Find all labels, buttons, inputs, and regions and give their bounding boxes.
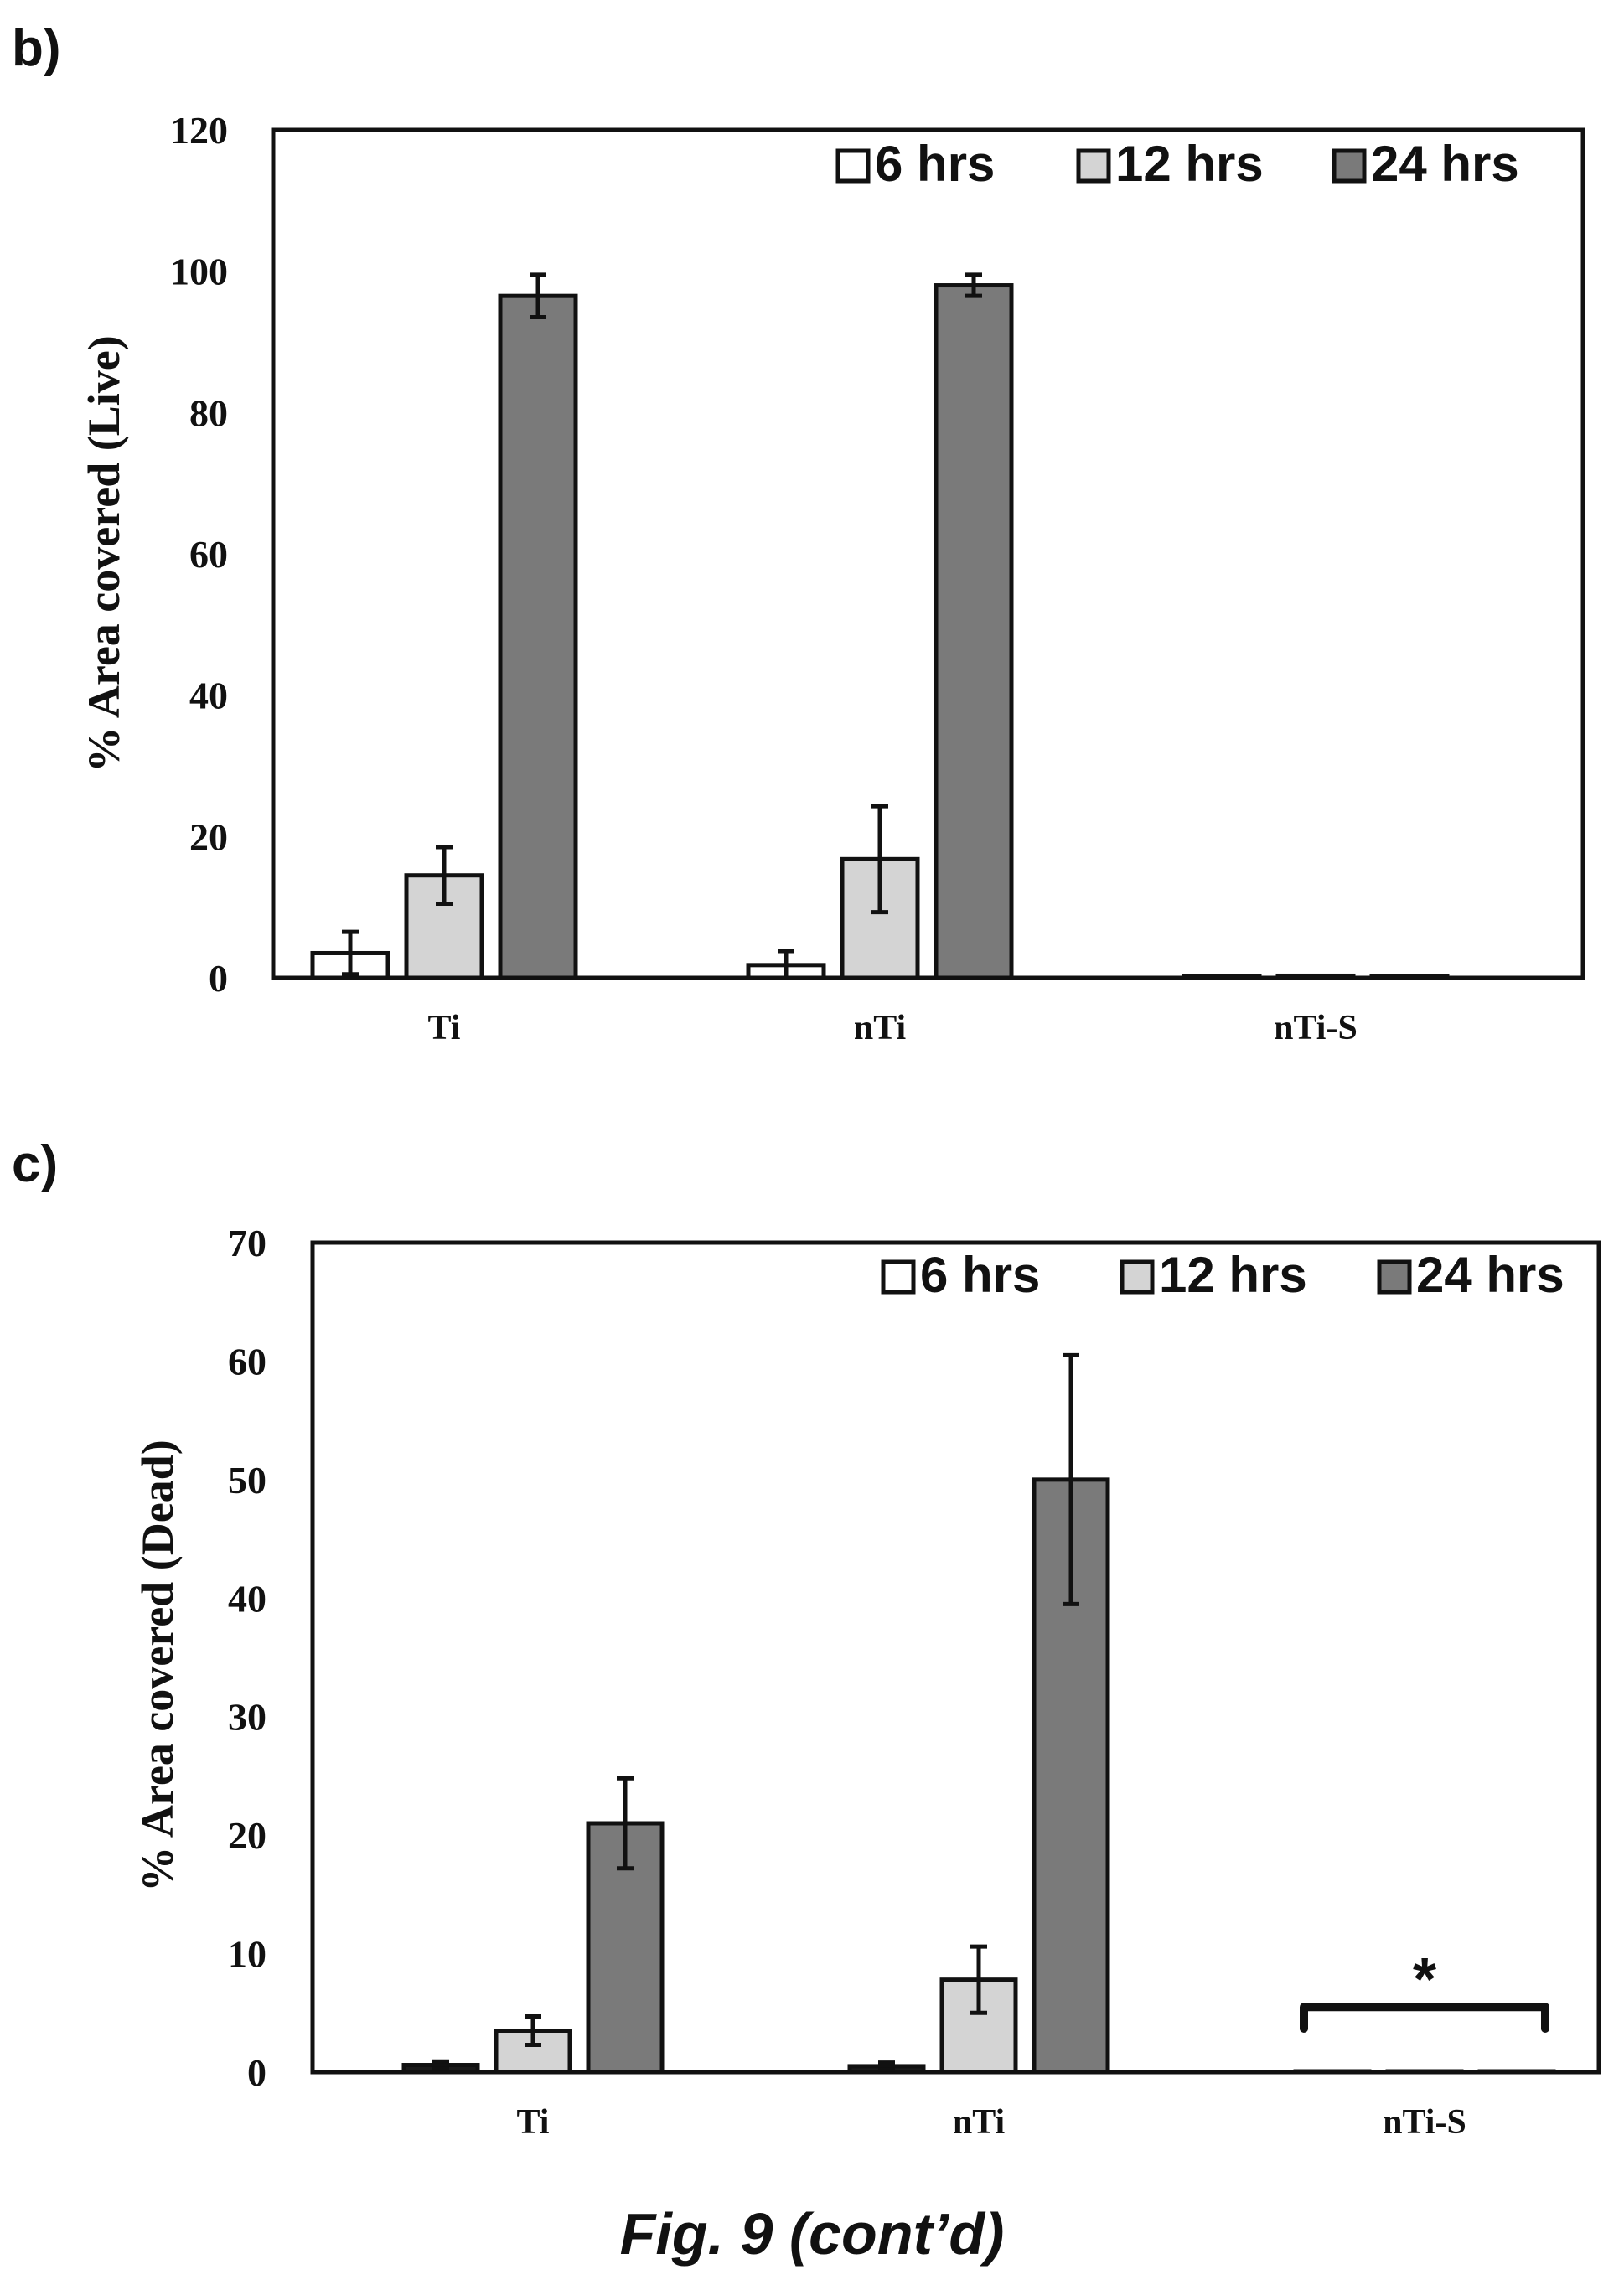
legend-entry-label: 12 hrs — [1159, 1247, 1307, 1303]
x-category-label: nTi — [953, 2103, 1006, 2142]
significance-star: * — [1413, 1946, 1436, 2013]
plot-area-b — [271, 127, 1585, 980]
x-category-label: Ti — [428, 1009, 461, 1047]
legend-c: 6 hrs 12 hrs 24 hrs — [881, 1247, 1565, 1303]
bar — [1182, 974, 1262, 980]
bar — [934, 283, 1014, 980]
x-category-label: Ti — [517, 2103, 550, 2142]
x-category-label: nTi-S — [1274, 1009, 1358, 1047]
legend-swatch — [1332, 148, 1367, 184]
y-tick-label: 50 — [228, 1459, 266, 1502]
y-tick-label: 120 — [170, 109, 228, 152]
x-categories-c: Ti nTi nTi-S — [517, 2103, 1466, 2142]
y-tick-label: 20 — [189, 815, 228, 858]
bars-c — [401, 1352, 1556, 2075]
legend-swatch — [1377, 1259, 1412, 1295]
legend-entry-label: 6 hrs — [875, 136, 995, 192]
y-tick-label: 60 — [189, 533, 228, 576]
panel-label-b: b) — [12, 19, 61, 77]
y-tick-label: 10 — [228, 1933, 266, 1976]
y-tick-label: 40 — [189, 675, 228, 717]
bar — [1293, 2069, 1372, 2075]
legend-swatch — [1120, 1259, 1155, 1295]
figure-caption: Fig. 9 (cont’d) — [620, 2201, 1005, 2267]
bar — [1369, 974, 1450, 980]
bar — [1385, 2069, 1464, 2075]
legend-entry-label: 6 hrs — [920, 1247, 1040, 1303]
panel-label-c: c) — [12, 1135, 58, 1193]
legend-entry-label: 24 hrs — [1416, 1247, 1565, 1303]
y-tick-label: 30 — [228, 1696, 266, 1739]
x-category-label: nTi — [854, 1009, 907, 1047]
y-ticks-b: 0 20 40 60 80 100 120 — [170, 109, 228, 1000]
y-axis-label-b: % Area covered (Live) — [79, 335, 129, 772]
significance-annotation: * — [1300, 1946, 1549, 2033]
y-axis-label-c: % Area covered (Dead) — [132, 1440, 183, 1891]
y-tick-label: 70 — [228, 1222, 266, 1264]
chart-panel-b: b) 0 20 40 60 80 100 120 Ti nTi nTi-S % Area cov… — [12, 19, 1585, 1047]
bar — [1477, 2069, 1556, 2075]
y-tick-label: 0 — [209, 957, 228, 1000]
bar — [1275, 973, 1356, 980]
legend-entry-label: 24 hrs — [1371, 136, 1519, 192]
y-tick-label: 20 — [228, 1814, 266, 1857]
y-ticks-c: 0 10 20 30 40 50 60 70 — [228, 1222, 266, 2094]
y-tick-label: 100 — [170, 251, 228, 293]
y-tick-label: 40 — [228, 1577, 266, 1620]
y-tick-label: 60 — [228, 1340, 266, 1383]
legend-swatch — [881, 1259, 916, 1295]
bars-b — [310, 272, 1450, 980]
plot-area-c — [310, 1240, 1601, 2075]
chart-panel-c: c) 0 10 20 30 40 50 60 70 Ti nTi nTi-S % Area cov… — [12, 1135, 1601, 2142]
bar — [498, 293, 578, 980]
legend-swatch — [835, 148, 871, 184]
x-categories-b: Ti nTi nTi-S — [428, 1009, 1358, 1047]
significance-bracket — [1300, 2003, 1549, 2033]
y-tick-label: 80 — [189, 391, 228, 434]
legend-entry-label: 12 hrs — [1115, 136, 1264, 192]
y-tick-label: 0 — [247, 2051, 266, 2094]
legend-b: 6 hrs 12 hrs 24 hrs — [835, 136, 1519, 192]
legend-swatch — [1076, 148, 1111, 184]
x-category-label: nTi-S — [1383, 2103, 1466, 2142]
